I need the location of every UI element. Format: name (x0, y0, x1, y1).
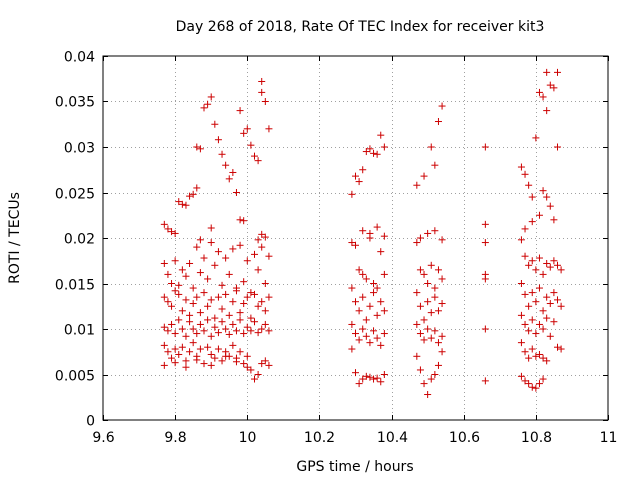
y-tick-label: 0.03 (64, 141, 95, 157)
y-tick-label: 0.01 (64, 323, 95, 339)
x-tick-label: 10.2 (304, 430, 335, 446)
x-axis-label: GPS time / hours (296, 459, 413, 475)
y-tick-label: 0.025 (55, 187, 95, 203)
x-tick-label: 10.4 (377, 430, 408, 446)
y-tick-label: 0.005 (55, 369, 95, 385)
x-tick-label: 11 (600, 430, 618, 446)
chart-title: Day 268 of 2018, Rate Of TEC Index for r… (176, 19, 545, 35)
y-axis-label: ROTI / TECUs (7, 192, 23, 284)
y-tick-label: 0.02 (64, 232, 95, 248)
x-tick-label: 9.6 (92, 430, 114, 446)
y-tick-label: 0.015 (55, 278, 95, 294)
x-tick-label: 10.6 (449, 430, 480, 446)
x-tick-label: 10 (239, 430, 257, 446)
x-tick-label: 9.8 (164, 430, 186, 446)
y-tick-label: 0 (86, 414, 95, 430)
y-tick-label: 0.04 (64, 50, 95, 66)
roti-scatter-chart: 9.6 9.8 10 10.2 10.4 10.6 10.8 11 0 0.005 0.01 0.01… (0, 0, 640, 480)
y-tick-label: 0.035 (55, 95, 95, 111)
x-tick-label: 10.8 (521, 430, 552, 446)
